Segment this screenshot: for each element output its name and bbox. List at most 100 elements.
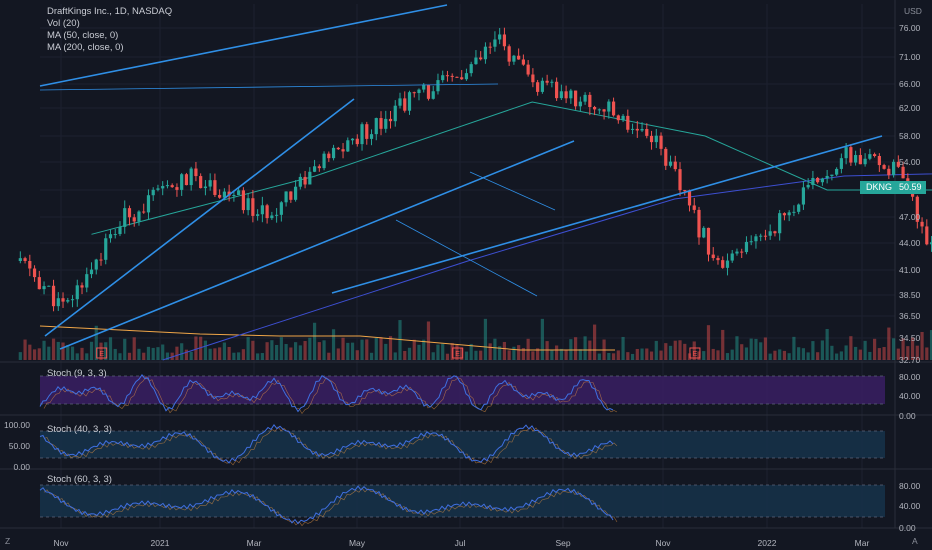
candle-body-9 [61, 298, 65, 302]
volume-bar-74 [369, 352, 374, 360]
volume-bar-78 [388, 336, 393, 360]
candle-body-109 [536, 82, 540, 92]
candle-body-33 [175, 187, 179, 190]
candle-body-75 [374, 118, 378, 135]
volume-bar-62 [312, 322, 317, 360]
candle-body-86 [426, 84, 431, 99]
earnings-marker-1 [452, 347, 464, 359]
candle-body-144 [702, 227, 706, 238]
volume-bar-121 [592, 324, 597, 360]
candle-body-73 [365, 124, 369, 139]
volume-bar-55 [279, 337, 283, 360]
candle-body-90 [445, 75, 450, 77]
volume-bar-26 [142, 352, 146, 360]
volume-bar-50 [256, 353, 260, 360]
earnings-marker-0 [96, 347, 108, 359]
ma-line-0 [91, 101, 932, 235]
volume-bar-73 [365, 339, 369, 360]
earnings-letter-2: E [693, 351, 698, 358]
volume-bar-182 [882, 347, 886, 360]
x-tick-0: Nov [53, 538, 69, 548]
volume-bar-156 [759, 342, 763, 360]
candle-body-140 [683, 190, 687, 192]
volume-bar-68 [341, 337, 345, 360]
volume-bar-105 [517, 345, 521, 360]
candle-body-56 [284, 191, 288, 203]
candle-body-139 [678, 169, 682, 191]
volume-bar-25 [137, 348, 141, 360]
volume-bar-0 [18, 352, 22, 360]
candle-body-79 [393, 105, 397, 122]
volume-bar-97 [479, 350, 483, 360]
candle-body-36 [189, 168, 193, 186]
volume-bar-75 [374, 337, 378, 360]
candle-body-103 [507, 46, 511, 62]
volume-bar-79 [393, 352, 397, 360]
volume-bar-94 [464, 351, 469, 360]
volume-bar-96 [474, 350, 478, 360]
volume-bar-166 [806, 352, 810, 360]
y-tick-10: 38.50 [899, 290, 921, 300]
volume-bar-66 [331, 329, 336, 360]
volume-bar-20 [113, 348, 117, 360]
candle-body-101 [498, 34, 502, 40]
volume-bar-83 [412, 339, 416, 360]
volume-bar-65 [327, 352, 331, 360]
candle-body-53 [270, 215, 274, 219]
candle-body-44 [227, 191, 231, 196]
volume-bar-15 [89, 341, 94, 360]
candle-body-92 [455, 76, 459, 78]
candle-body-181 [877, 155, 881, 166]
earnings-marker-2 [689, 347, 701, 359]
candle-body-8 [56, 298, 60, 307]
candle-body-128 [626, 115, 630, 130]
volume-bar-87 [431, 352, 435, 360]
volume-bar-9 [61, 342, 65, 360]
candle-body-146 [711, 254, 715, 259]
y-tick-9: 41.00 [899, 265, 921, 275]
candle-body-161 [782, 213, 787, 216]
volume-bar-23 [127, 352, 132, 360]
volume-bar-49 [251, 340, 255, 360]
stoch-0-tick-1: 40.00 [899, 391, 921, 401]
candle-body-127 [621, 115, 625, 121]
candle-body-189 [915, 196, 919, 222]
auto-scale-button[interactable]: A [912, 536, 918, 546]
x-tick-7: 2022 [758, 538, 777, 548]
volume-bar-153 [744, 347, 749, 360]
candle-body-47 [241, 190, 245, 211]
volume-bar-16 [94, 325, 98, 360]
volume-bar-127 [621, 336, 625, 360]
volume-bar-191 [925, 347, 929, 360]
candle-body-138 [673, 161, 677, 170]
volume-bar-161 [782, 350, 787, 360]
candle-body-175 [849, 147, 853, 163]
candle-body-157 [763, 235, 768, 237]
stoch-2-label: Stoch (40, 3, 3) [47, 424, 112, 435]
volume-bar-185 [896, 348, 900, 360]
volume-bar-118 [578, 349, 582, 360]
volume-bar-184 [891, 338, 896, 360]
y-tick-0: 76.00 [899, 23, 921, 33]
candle-body-173 [839, 158, 843, 169]
stoch-signal-2 [43, 487, 618, 527]
candle-body-49 [251, 198, 255, 216]
volume-bar-143 [697, 351, 701, 360]
volume-bar-192 [929, 330, 932, 360]
volume-bar-167 [811, 341, 815, 360]
volume-bar-133 [649, 351, 654, 360]
volume-bar-22 [123, 338, 127, 360]
volume-bar-179 [868, 351, 872, 360]
volume-bar-113 [555, 345, 559, 360]
candle-body-12 [75, 285, 79, 300]
candle-body-22 [123, 208, 127, 227]
timezone-button[interactable]: Z [5, 536, 11, 546]
candle-body-153 [744, 241, 749, 253]
volume-bar-186 [901, 338, 905, 360]
candle-body-13 [80, 285, 84, 288]
volume-bar-52 [265, 342, 269, 360]
candle-body-114 [559, 91, 563, 99]
candle-body-97 [479, 57, 483, 60]
volume-bar-163 [792, 336, 796, 360]
